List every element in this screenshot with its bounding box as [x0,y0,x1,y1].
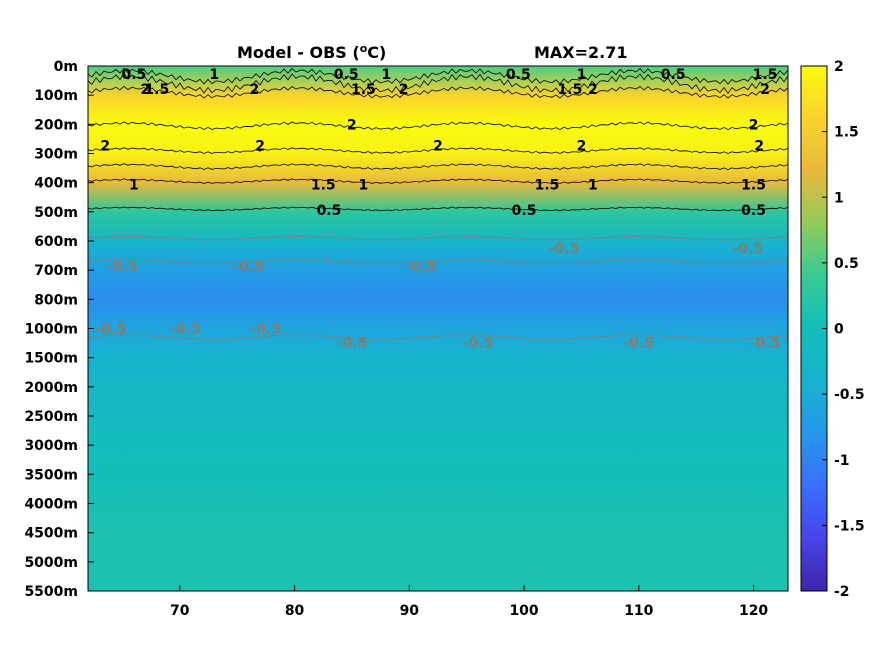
contour-label: -0.5 [405,259,436,275]
y-tick-label: 2500m [24,409,78,425]
y-tick-label: 3500m [24,467,78,483]
x-tick-label: 90 [400,603,420,619]
x-tick-label: 80 [285,603,305,619]
contour-label: -0.5 [233,259,264,275]
contour-label: -0.5 [170,322,201,338]
contour-label: 2 [577,139,587,155]
y-tick-label: 2000m [24,380,78,396]
contour-label: 1.5 [741,178,766,194]
y-tick-label: 4000m [24,497,78,513]
contour-line [87,85,789,99]
contour-label: -0.5 [733,241,764,257]
max-label: MAX=2.71 [534,43,628,62]
contour-label: 1.5 [558,82,583,98]
contour-line [87,333,789,341]
contour-line [87,67,789,85]
x-tick-label: 110 [624,603,653,619]
colorbar-tick-label: 1 [834,190,844,206]
y-tick-label: 0m [54,59,78,75]
contour-label: 1 [129,178,139,194]
y-tick-label: 1500m [24,351,78,367]
y-tick-label: 200m [34,117,78,133]
colorbar-tick-label: -0.5 [834,387,865,403]
y-tick-label: 400m [34,176,78,192]
x-axis: 70 80 90 100 110 120 [170,585,768,619]
colorbar-tick-label: 0.5 [834,256,859,272]
contour-label: -0.5 [96,322,127,338]
contour-label: 0.5 [512,203,537,219]
contour-label: 2 [588,82,598,98]
y-tick-label: 800m [34,292,78,308]
colorbar: 2 1.5 1 0.5 0 -0.5 -1 -1.5 -2 [800,59,865,600]
contour-label: 2 [749,117,759,133]
contour-label: 2 [399,82,409,98]
contour-label: -0.5 [107,259,138,275]
contour-label: -0.5 [549,241,580,257]
x-tick-label: 100 [509,603,538,619]
y-tick-label: 5000m [24,555,78,571]
colorbar-tick-label: -2 [834,584,850,600]
contour-line [87,206,789,212]
contour-label: 2 [255,139,265,155]
contour-label: 1 [588,178,598,194]
contour-label: -0.5 [463,336,494,352]
contour-label: 1 [577,67,587,83]
contour-label: 1.5 [351,82,376,98]
colorbar-tick-label: -1 [834,453,850,469]
contour-line [87,257,789,265]
plot-area [87,65,789,592]
colorbar-tick-label: 2 [834,59,844,75]
contour-label: -0.5 [251,322,282,338]
contour-label: 2 [141,82,151,98]
y-axis: 0m 100m 200m 300m 400m 500m 600m 700m 800m 1000m 1… [24,59,94,600]
contour-label: 0.5 [741,203,766,219]
colorbar-tick-label: 1.5 [834,125,859,141]
y-tick-label: 500m [34,205,78,221]
contour-label: 1 [359,178,369,194]
x-tick-label: 120 [739,603,768,619]
y-tick-label: 4500m [24,526,78,542]
contour-label: 1.5 [311,178,336,194]
contour-label: -0.5 [624,336,655,352]
y-tick-label: 1000m [24,322,78,338]
contour-line [87,121,789,131]
contour-label: -0.5 [750,336,781,352]
contour-line [87,147,789,154]
y-tick-label: 700m [34,263,78,279]
contour-line [87,235,789,241]
contour-label: 1 [209,67,219,83]
contour-label: 2 [347,117,357,133]
contour-label: 2 [100,139,110,155]
contour-labels: 0.5 1 0.5 1 0.5 1 0.5 1.51.52 2 1.5 2 1.5 2 22 22 2 2 2 21… [96,67,781,352]
contour-label: -0.5 [337,336,368,352]
colorbar-tick-label: 0 [834,322,844,338]
contour-label: 1 [381,67,391,83]
contour-label: 0.5 [317,203,342,219]
y-tick-label: 600m [34,234,78,250]
colorbar-tick-label: -1.5 [834,518,865,534]
y-tick-label: 3000m [24,438,78,454]
y-tick-label: 5500m [24,584,78,600]
y-tick-label: 100m [34,88,78,104]
contour-label: 1.5 [144,82,169,98]
contour-label: 0.5 [506,67,531,83]
contour-line [87,163,789,171]
y-tick-label: 300m [34,147,78,163]
contour-label: 0.5 [121,67,146,83]
contour-label: 1.5 [753,67,778,83]
contour-label: 2 [754,139,764,155]
contour-label: 0.5 [334,67,359,83]
contour-line [87,72,789,94]
contour-label: 1.5 [535,178,560,194]
contour-label: 2 [433,139,443,155]
contour-label: 0.5 [661,67,686,83]
contour-label: 2 [250,82,260,98]
chart-title: Model - OBS (oC) [237,42,386,62]
contour-line [87,178,789,185]
x-tick-label: 70 [170,603,190,619]
contour-label: 2 [760,82,770,98]
